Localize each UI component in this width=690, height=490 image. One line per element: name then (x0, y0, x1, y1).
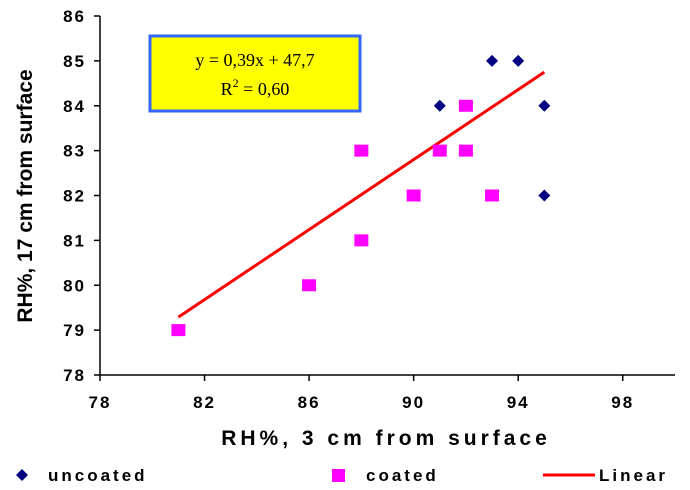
point-coated (302, 279, 317, 292)
legend-uncoated-marker (16, 469, 28, 481)
points-layer (171, 54, 551, 337)
x-tick-label: 86 (298, 393, 321, 412)
point-coated (406, 189, 421, 202)
x-tick-label: 82 (193, 393, 216, 412)
y-axis-title: RH%, 17 cm from surface (14, 69, 37, 322)
point-coated (171, 324, 186, 337)
equation-r-value: = 0,60 (239, 79, 290, 99)
point-coated (458, 144, 473, 157)
equation-r-superscript: 2 (233, 76, 239, 90)
point-coated (354, 234, 369, 247)
y-tick-label: 79 (63, 321, 86, 340)
point-uncoated (512, 54, 525, 67)
equation-line-2: R2 = 0,60 (221, 76, 290, 99)
y-tick-label: 78 (63, 366, 86, 385)
y-ticks: 78 79 80 81 82 83 84 85 86 (63, 7, 100, 385)
equation-line-1: y = 0,39x + 47,7 (195, 50, 314, 70)
point-coated (354, 144, 369, 157)
x-tick-label: 98 (611, 393, 634, 412)
legend-coated-label: coated (366, 466, 439, 485)
equation-box-rect (148, 34, 362, 113)
legend: uncoated coated Linear (16, 466, 668, 485)
point-uncoated (538, 189, 551, 202)
point-coated (432, 144, 447, 157)
x-axis-title: RH%, 3 cm from surface (221, 427, 551, 450)
trendline-layer (177, 70, 546, 319)
x-tick-label: 94 (507, 393, 530, 412)
point-uncoated (486, 54, 499, 67)
point-coated (485, 189, 500, 202)
x-tick-label: 78 (89, 393, 112, 412)
y-tick-label: 80 (63, 276, 86, 295)
y-tick-label: 81 (63, 231, 86, 250)
legend-coated-marker (332, 469, 345, 482)
x-tick-label: 90 (402, 393, 425, 412)
legend-uncoated-label: uncoated (48, 466, 148, 485)
y-tick-label: 82 (63, 187, 86, 206)
point-uncoated (433, 99, 446, 112)
y-tick-label: 84 (63, 97, 86, 116)
y-tick-label: 83 (63, 142, 86, 161)
equation-r-label: R (221, 79, 233, 99)
x-ticks: 78 82 86 90 94 98 (89, 375, 634, 412)
legend-linear-label: Linear (599, 466, 668, 485)
y-tick-label: 85 (63, 52, 86, 71)
equation-box: y = 0,39x + 47,7 R2 = 0,60 (148, 34, 362, 113)
y-tick-label: 86 (63, 7, 86, 26)
point-uncoated (538, 99, 551, 112)
trendline (177, 70, 546, 319)
point-coated (458, 99, 473, 112)
